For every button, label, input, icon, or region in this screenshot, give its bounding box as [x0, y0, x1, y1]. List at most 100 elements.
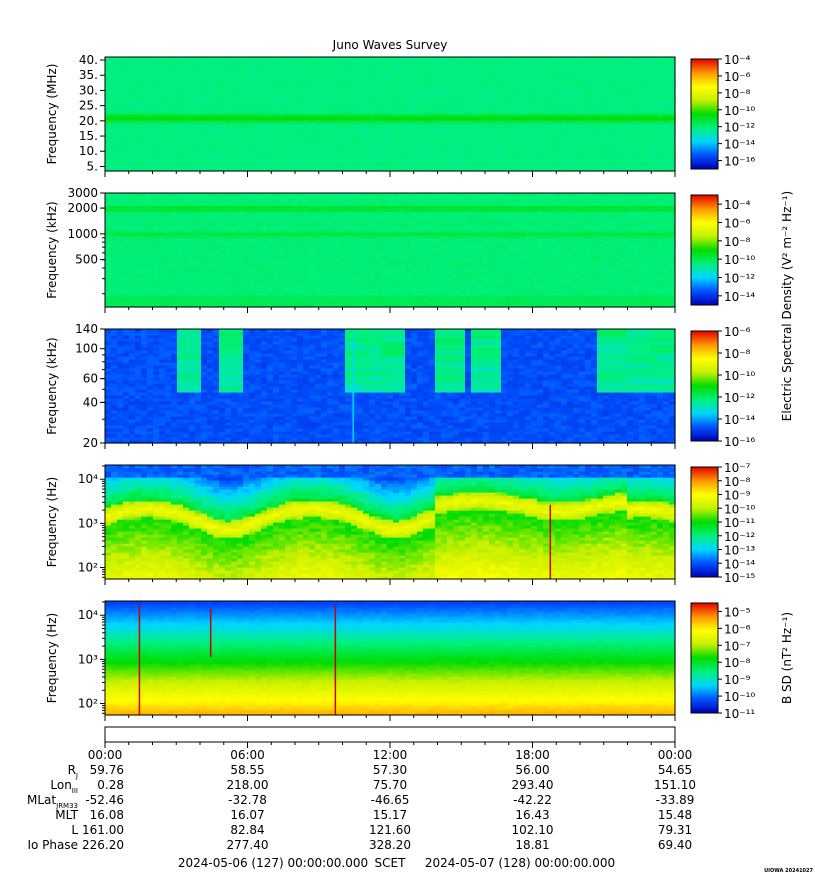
heat-cell [645, 57, 652, 61]
heat-cell [639, 57, 646, 61]
spectrogram-hfwbr [105, 57, 676, 172]
heat-cell [195, 57, 202, 61]
heat-cell [471, 57, 478, 61]
figure-title: Juno Waves Survey [332, 38, 448, 52]
heat-cell [513, 57, 520, 61]
heat-cell [423, 57, 430, 61]
heat-cell [237, 193, 244, 197]
heat-cell [177, 193, 184, 197]
heat-cell [489, 57, 496, 61]
heat-cell [207, 193, 214, 197]
heat-cell [435, 57, 442, 61]
heat-cell [231, 57, 238, 61]
heat-cell [207, 57, 214, 61]
heat-cell [279, 193, 286, 197]
heat-cell [483, 57, 490, 61]
heat-cell [441, 57, 448, 61]
heat-cell [129, 57, 136, 61]
heat-cell [633, 57, 640, 61]
heat-cell [111, 193, 118, 197]
heat-cell [603, 57, 610, 61]
heat-cell [525, 57, 532, 61]
heat-cell [213, 57, 220, 61]
panel-hfwbr: 5.10.15.20.25.30.35.40.Frequency (MHz) [45, 53, 676, 177]
heat-cell [321, 57, 328, 61]
heat-cell [225, 57, 232, 61]
heat-cell [123, 193, 130, 197]
heat-cell [627, 57, 634, 61]
heat-cell [177, 57, 184, 61]
y-tick-label: 40. [79, 53, 98, 67]
heat-cell [291, 193, 298, 197]
heat-cell [117, 57, 124, 61]
heat-cell [267, 57, 274, 61]
spectrogram-hfr [105, 193, 676, 308]
heat-cell [399, 57, 406, 61]
heat-cell [249, 193, 256, 197]
heat-cell [573, 57, 580, 61]
heat-cell [249, 57, 256, 61]
heat-cell [135, 57, 142, 61]
heat-cell [609, 57, 616, 61]
heat-cell [549, 57, 556, 61]
heat-cell [339, 57, 346, 61]
heat-cell [465, 57, 472, 61]
heat-cell [237, 57, 244, 61]
heat-cell [303, 193, 310, 197]
heat-cell [231, 193, 238, 197]
spectrogram-panels: 5.10.15.20.25.30.35.40.Frequency (MHz)50… [45, 53, 676, 721]
heat-cell [297, 57, 304, 61]
heat-cell [105, 57, 112, 61]
heat-cell [159, 193, 166, 197]
heat-cell [657, 57, 664, 61]
heat-cell [621, 57, 628, 61]
heat-cell [369, 57, 376, 61]
heat-cell [591, 57, 598, 61]
heat-cell [615, 57, 622, 61]
heat-cell [273, 193, 280, 197]
heat-cell [171, 193, 178, 197]
heat-cell [285, 193, 292, 197]
heat-cell [165, 57, 172, 61]
heat-cell [597, 57, 604, 61]
heat-cell [153, 193, 160, 197]
heat-cell [135, 193, 142, 197]
heat-cell [201, 57, 208, 61]
heat-cell [141, 193, 148, 197]
heat-cell [225, 193, 232, 197]
heat-cell [243, 193, 250, 197]
heat-cell [285, 57, 292, 61]
heat-cell [453, 57, 460, 61]
y-tick-label: 35. [79, 68, 98, 82]
y-axis-label: Frequency (MHz) [45, 64, 59, 165]
heat-cell [261, 57, 268, 61]
heat-cell [429, 57, 436, 61]
heat-cell [219, 57, 226, 61]
y-tick-label: 25. [79, 99, 98, 113]
heat-cell [519, 57, 526, 61]
heat-cell [447, 57, 454, 61]
heat-cell [129, 193, 136, 197]
heat-cell [375, 57, 382, 61]
heat-cell [213, 193, 220, 197]
y-tick-label: 20. [79, 114, 98, 128]
heat-cell [267, 193, 274, 197]
heat-cell [543, 57, 550, 61]
heat-cell [495, 57, 502, 61]
heat-cell [393, 57, 400, 61]
heat-cell [165, 193, 172, 197]
heat-cell [105, 193, 112, 197]
heat-cell [153, 57, 160, 61]
heat-cell [417, 57, 424, 61]
heat-cell [195, 193, 202, 197]
heat-cell [183, 57, 190, 61]
heat-cell [189, 193, 196, 197]
heat-cell [201, 193, 208, 197]
heat-cell [663, 57, 670, 61]
heat-cell [357, 57, 364, 61]
heat-cell [351, 57, 358, 61]
heat-cell [255, 193, 262, 197]
heat-cell [141, 57, 148, 61]
heat-cell [561, 57, 568, 61]
heat-cell [327, 57, 334, 61]
